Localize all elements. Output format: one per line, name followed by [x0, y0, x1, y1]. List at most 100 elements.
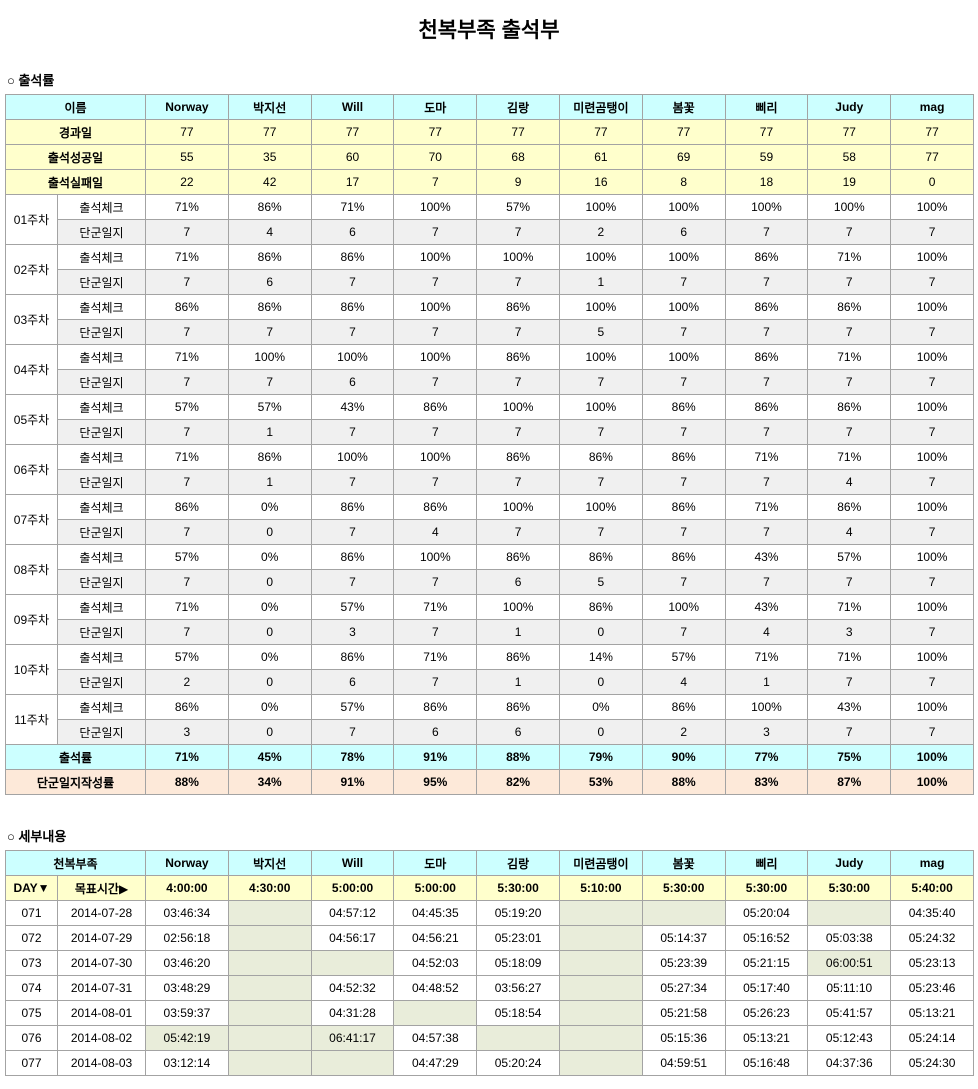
time-cell: 05:23:39: [641, 950, 726, 976]
journal-count-cell: 4: [393, 519, 478, 545]
attendance-rate-table: 이름 Norway 박지선 Will 도마 김랑 미련곰탱이 봄꽃 삐리 Judy mag 경과일 77…: [5, 94, 974, 795]
attendance-check-cell: 86%: [724, 244, 809, 270]
day-sort-header[interactable]: DAY▼: [5, 875, 58, 901]
attendance-check-cell: 86%: [476, 644, 560, 670]
summary-cell: 87%: [807, 769, 892, 795]
journal-count-cell: 7: [641, 269, 726, 295]
member-name-header: 삐리: [724, 94, 809, 120]
journal-count-cell: 7: [227, 369, 312, 395]
journal-count-cell: 7: [476, 219, 560, 245]
goal-time-cell: 4:00:00: [145, 875, 229, 901]
summary-cell: 75%: [807, 744, 892, 770]
time-cell-empty: [393, 1000, 478, 1026]
attendance-check-cell: 100%: [310, 344, 395, 370]
attendance-check-cell: 100%: [393, 444, 478, 470]
journal-count-cell: 3: [145, 719, 229, 745]
attendance-check-cell: 100%: [558, 394, 643, 420]
week-label: 08주차: [5, 544, 58, 595]
stat-row-label: 경과일: [5, 119, 146, 145]
time-cell: 05:16:48: [724, 1050, 809, 1076]
time-cell-empty: [641, 900, 726, 926]
time-cell: 05:23:01: [476, 925, 560, 951]
journal-count-cell: 1: [724, 669, 809, 695]
journal-count-cell: 7: [145, 619, 229, 645]
details-table: 천복부족 Norway 박지선 Will 도마 김랑 미련곰탱이 봄꽃 삐리 Judy mag DAY…: [4, 850, 974, 1076]
attendance-check-cell: 100%: [393, 294, 478, 320]
journal-count-cell: 6: [310, 369, 395, 395]
journal-count-cell: 7: [145, 569, 229, 595]
journal-count-cell: 7: [310, 469, 395, 495]
journal-count-cell: 7: [807, 719, 892, 745]
stat-cell: 77: [641, 119, 726, 145]
attendance-check-cell: 71%: [145, 444, 229, 470]
time-cell: 04:52:32: [310, 975, 395, 1001]
attendance-check-cell: 100%: [724, 194, 809, 220]
time-cell: 05:20:24: [476, 1050, 560, 1076]
time-cell: 05:27:34: [641, 975, 726, 1001]
journal-count-cell: 3: [310, 619, 395, 645]
journal-count-cell: 7: [641, 369, 726, 395]
time-cell: 04:56:17: [310, 925, 395, 951]
time-cell: 05:11:10: [807, 975, 892, 1001]
time-cell-empty: [227, 1025, 312, 1051]
attendance-check-cell: 71%: [393, 594, 478, 620]
journal-count-cell: 7: [724, 319, 809, 345]
stat-row-label: 출석실패일: [5, 169, 146, 195]
page-title: 천복부족 출석부: [418, 19, 560, 42]
attendance-check-cell: 43%: [310, 394, 395, 420]
attendance-check-cell: 100%: [393, 544, 478, 570]
journal-count-cell: 7: [890, 269, 974, 295]
attendance-check-cell: 100%: [641, 194, 726, 220]
attendance-check-cell: 100%: [310, 444, 395, 470]
journal-count-cell: 5: [558, 319, 643, 345]
attendance-check-cell: 86%: [145, 694, 229, 720]
stat-cell: 77: [890, 119, 974, 145]
attendance-check-cell: 100%: [476, 594, 560, 620]
attendance-metric-label: 출석체크: [57, 444, 146, 470]
attendance-metric-label: 출석체크: [57, 194, 146, 220]
attendance-check-cell: 57%: [476, 194, 560, 220]
journal-metric-label: 단군일지: [57, 369, 146, 395]
journal-count-cell: 0: [227, 619, 312, 645]
stat-cell: 77: [393, 119, 478, 145]
summary-cell: 83%: [724, 769, 809, 795]
time-cell-empty: [310, 950, 395, 976]
journal-count-cell: 6: [476, 569, 560, 595]
stat-cell: 16: [558, 169, 643, 195]
journal-count-cell: 7: [807, 269, 892, 295]
member-name-header: 박지선: [227, 94, 312, 120]
attendance-check-cell: 100%: [890, 244, 974, 270]
stat-cell: 35: [227, 144, 312, 170]
journal-metric-label: 단군일지: [57, 569, 146, 595]
summary-cell: 90%: [641, 744, 726, 770]
time-cell: 05:20:04: [724, 900, 809, 926]
date-cell: 2014-07-30: [56, 950, 147, 976]
journal-count-cell: 7: [724, 369, 809, 395]
attendance-check-cell: 71%: [145, 194, 229, 220]
journal-count-cell: 7: [641, 319, 726, 345]
attendance-check-cell: 86%: [310, 294, 395, 320]
time-cell: 04:57:38: [393, 1025, 478, 1051]
journal-count-cell: 7: [807, 369, 892, 395]
week-label: 05주차: [5, 394, 58, 445]
member-name-header: 김랑: [476, 850, 560, 876]
journal-count-cell: 7: [310, 269, 395, 295]
name-column-header: 이름: [5, 94, 146, 120]
summary-cell: 100%: [890, 744, 974, 770]
attendance-check-cell: 0%: [227, 544, 312, 570]
summary-cell: 88%: [641, 769, 726, 795]
journal-count-cell: 7: [145, 219, 229, 245]
attendance-check-cell: 100%: [641, 244, 726, 270]
attendance-metric-label: 출석체크: [57, 294, 146, 320]
week-label: 03주차: [5, 294, 58, 345]
journal-count-cell: 7: [393, 569, 478, 595]
attendance-check-cell: 100%: [890, 444, 974, 470]
attendance-check-cell: 100%: [558, 294, 643, 320]
attendance-check-cell: 100%: [890, 344, 974, 370]
attendance-check-cell: 86%: [641, 394, 726, 420]
attendance-check-cell: 43%: [724, 594, 809, 620]
stat-cell: 60: [310, 144, 395, 170]
journal-count-cell: 7: [890, 619, 974, 645]
day-number-cell: 075: [5, 1000, 58, 1026]
goal-time-sort-header[interactable]: 목표시간▶: [56, 875, 147, 901]
